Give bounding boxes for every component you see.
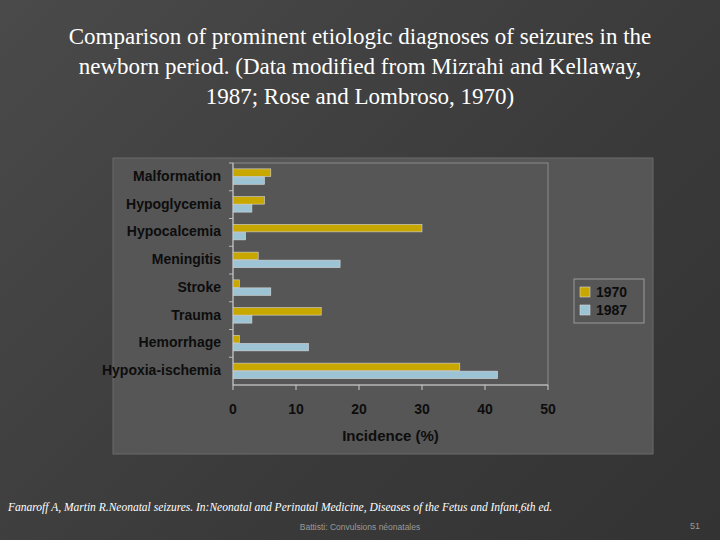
category-tick: [229, 190, 233, 191]
category-label: Trauma: [171, 307, 221, 323]
category-tick: [229, 218, 233, 219]
category-label: Stroke: [177, 279, 221, 295]
category-tick: [229, 357, 233, 358]
plot-frame: [233, 163, 548, 385]
bar: [233, 252, 258, 260]
category-label: Hypoxia-ischemia: [102, 362, 221, 378]
bar: [233, 224, 422, 232]
category-label: Hemorrhage: [139, 334, 222, 350]
bar: [233, 308, 321, 316]
category-tick: [229, 301, 233, 302]
x-tick-label: 30: [414, 401, 430, 417]
bar: [233, 232, 246, 240]
x-tick: [485, 385, 486, 390]
x-tick-label: 10: [288, 401, 304, 417]
x-tick-label: 40: [477, 401, 493, 417]
legend-swatch: [580, 305, 590, 315]
x-tick: [233, 385, 234, 390]
chart-area: [113, 158, 653, 454]
bar: [233, 197, 265, 205]
x-axis-line: [233, 385, 548, 386]
category-label: Meningitis: [152, 251, 221, 267]
bar: [233, 316, 252, 324]
category-label: Hypoglycemia: [126, 196, 221, 212]
citation: Fanaroff A, Martin R.Neonatal seizures. …: [8, 501, 552, 513]
bar: [233, 205, 252, 213]
category-tick: [229, 329, 233, 330]
bar: [233, 288, 271, 296]
bar: [233, 343, 309, 351]
title: Comparison of prominent etiologic diagno…: [55, 22, 665, 112]
y-axis-line: [233, 163, 234, 385]
x-tick: [422, 385, 423, 390]
chart: Malformation Hypoglycemia Hypocalcemia Meni…: [0, 0, 720, 540]
category-label: Hypocalcemia: [127, 223, 221, 239]
legend-swatch: [580, 287, 590, 297]
x-tick-label: 20: [351, 401, 367, 417]
footer: Battisti: Convulsions néonatales: [260, 522, 460, 532]
bar: [233, 260, 340, 268]
x-tick: [548, 385, 549, 390]
category-label: Malformation: [133, 168, 221, 184]
category-tick: [229, 274, 233, 275]
bar: [233, 280, 239, 288]
bar: [233, 177, 265, 185]
page-number: 51: [670, 521, 700, 531]
category-tick: [229, 246, 233, 247]
bar: [233, 371, 498, 379]
bar: [233, 363, 460, 371]
x-axis-label: Incidence (%): [342, 427, 439, 444]
bar: [233, 335, 239, 343]
x-tick-label: 50: [540, 401, 556, 417]
bars: [233, 169, 498, 379]
x-tick-label: 0: [229, 401, 237, 417]
legend-label: 1987: [596, 302, 627, 318]
x-tick: [359, 385, 360, 390]
legend-label: 1970: [596, 284, 627, 300]
category-tick: [229, 163, 233, 164]
x-tick: [296, 385, 297, 390]
bar: [233, 169, 271, 177]
legend-box: [574, 279, 644, 323]
